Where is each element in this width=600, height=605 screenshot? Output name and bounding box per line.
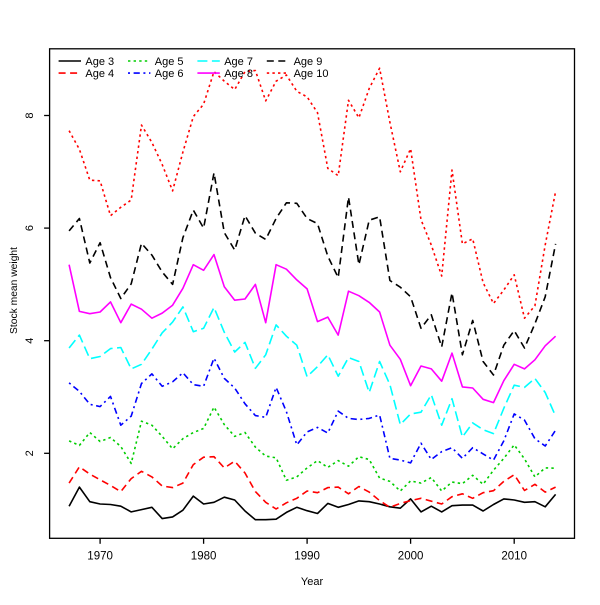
- svg-text:8: 8: [24, 112, 36, 118]
- svg-text:Stock mean weight: Stock mean weight: [9, 247, 20, 334]
- svg-text:2010: 2010: [501, 550, 527, 562]
- svg-text:Age 4: Age 4: [85, 68, 114, 80]
- svg-text:2000: 2000: [398, 550, 424, 562]
- svg-text:Age 7: Age 7: [224, 56, 253, 68]
- svg-text:Age 9: Age 9: [294, 56, 323, 68]
- svg-text:Age 5: Age 5: [155, 56, 184, 68]
- svg-text:Age 8: Age 8: [224, 68, 253, 80]
- svg-text:1990: 1990: [294, 550, 320, 562]
- svg-text:6: 6: [24, 225, 36, 231]
- svg-text:Age 10: Age 10: [294, 68, 329, 80]
- svg-text:1980: 1980: [191, 550, 217, 562]
- svg-text:Year: Year: [301, 576, 324, 588]
- svg-text:Age 3: Age 3: [85, 56, 114, 68]
- svg-text:Age 6: Age 6: [155, 68, 184, 80]
- svg-text:1970: 1970: [87, 550, 113, 562]
- svg-text:4: 4: [24, 338, 36, 344]
- svg-text:2: 2: [24, 450, 36, 456]
